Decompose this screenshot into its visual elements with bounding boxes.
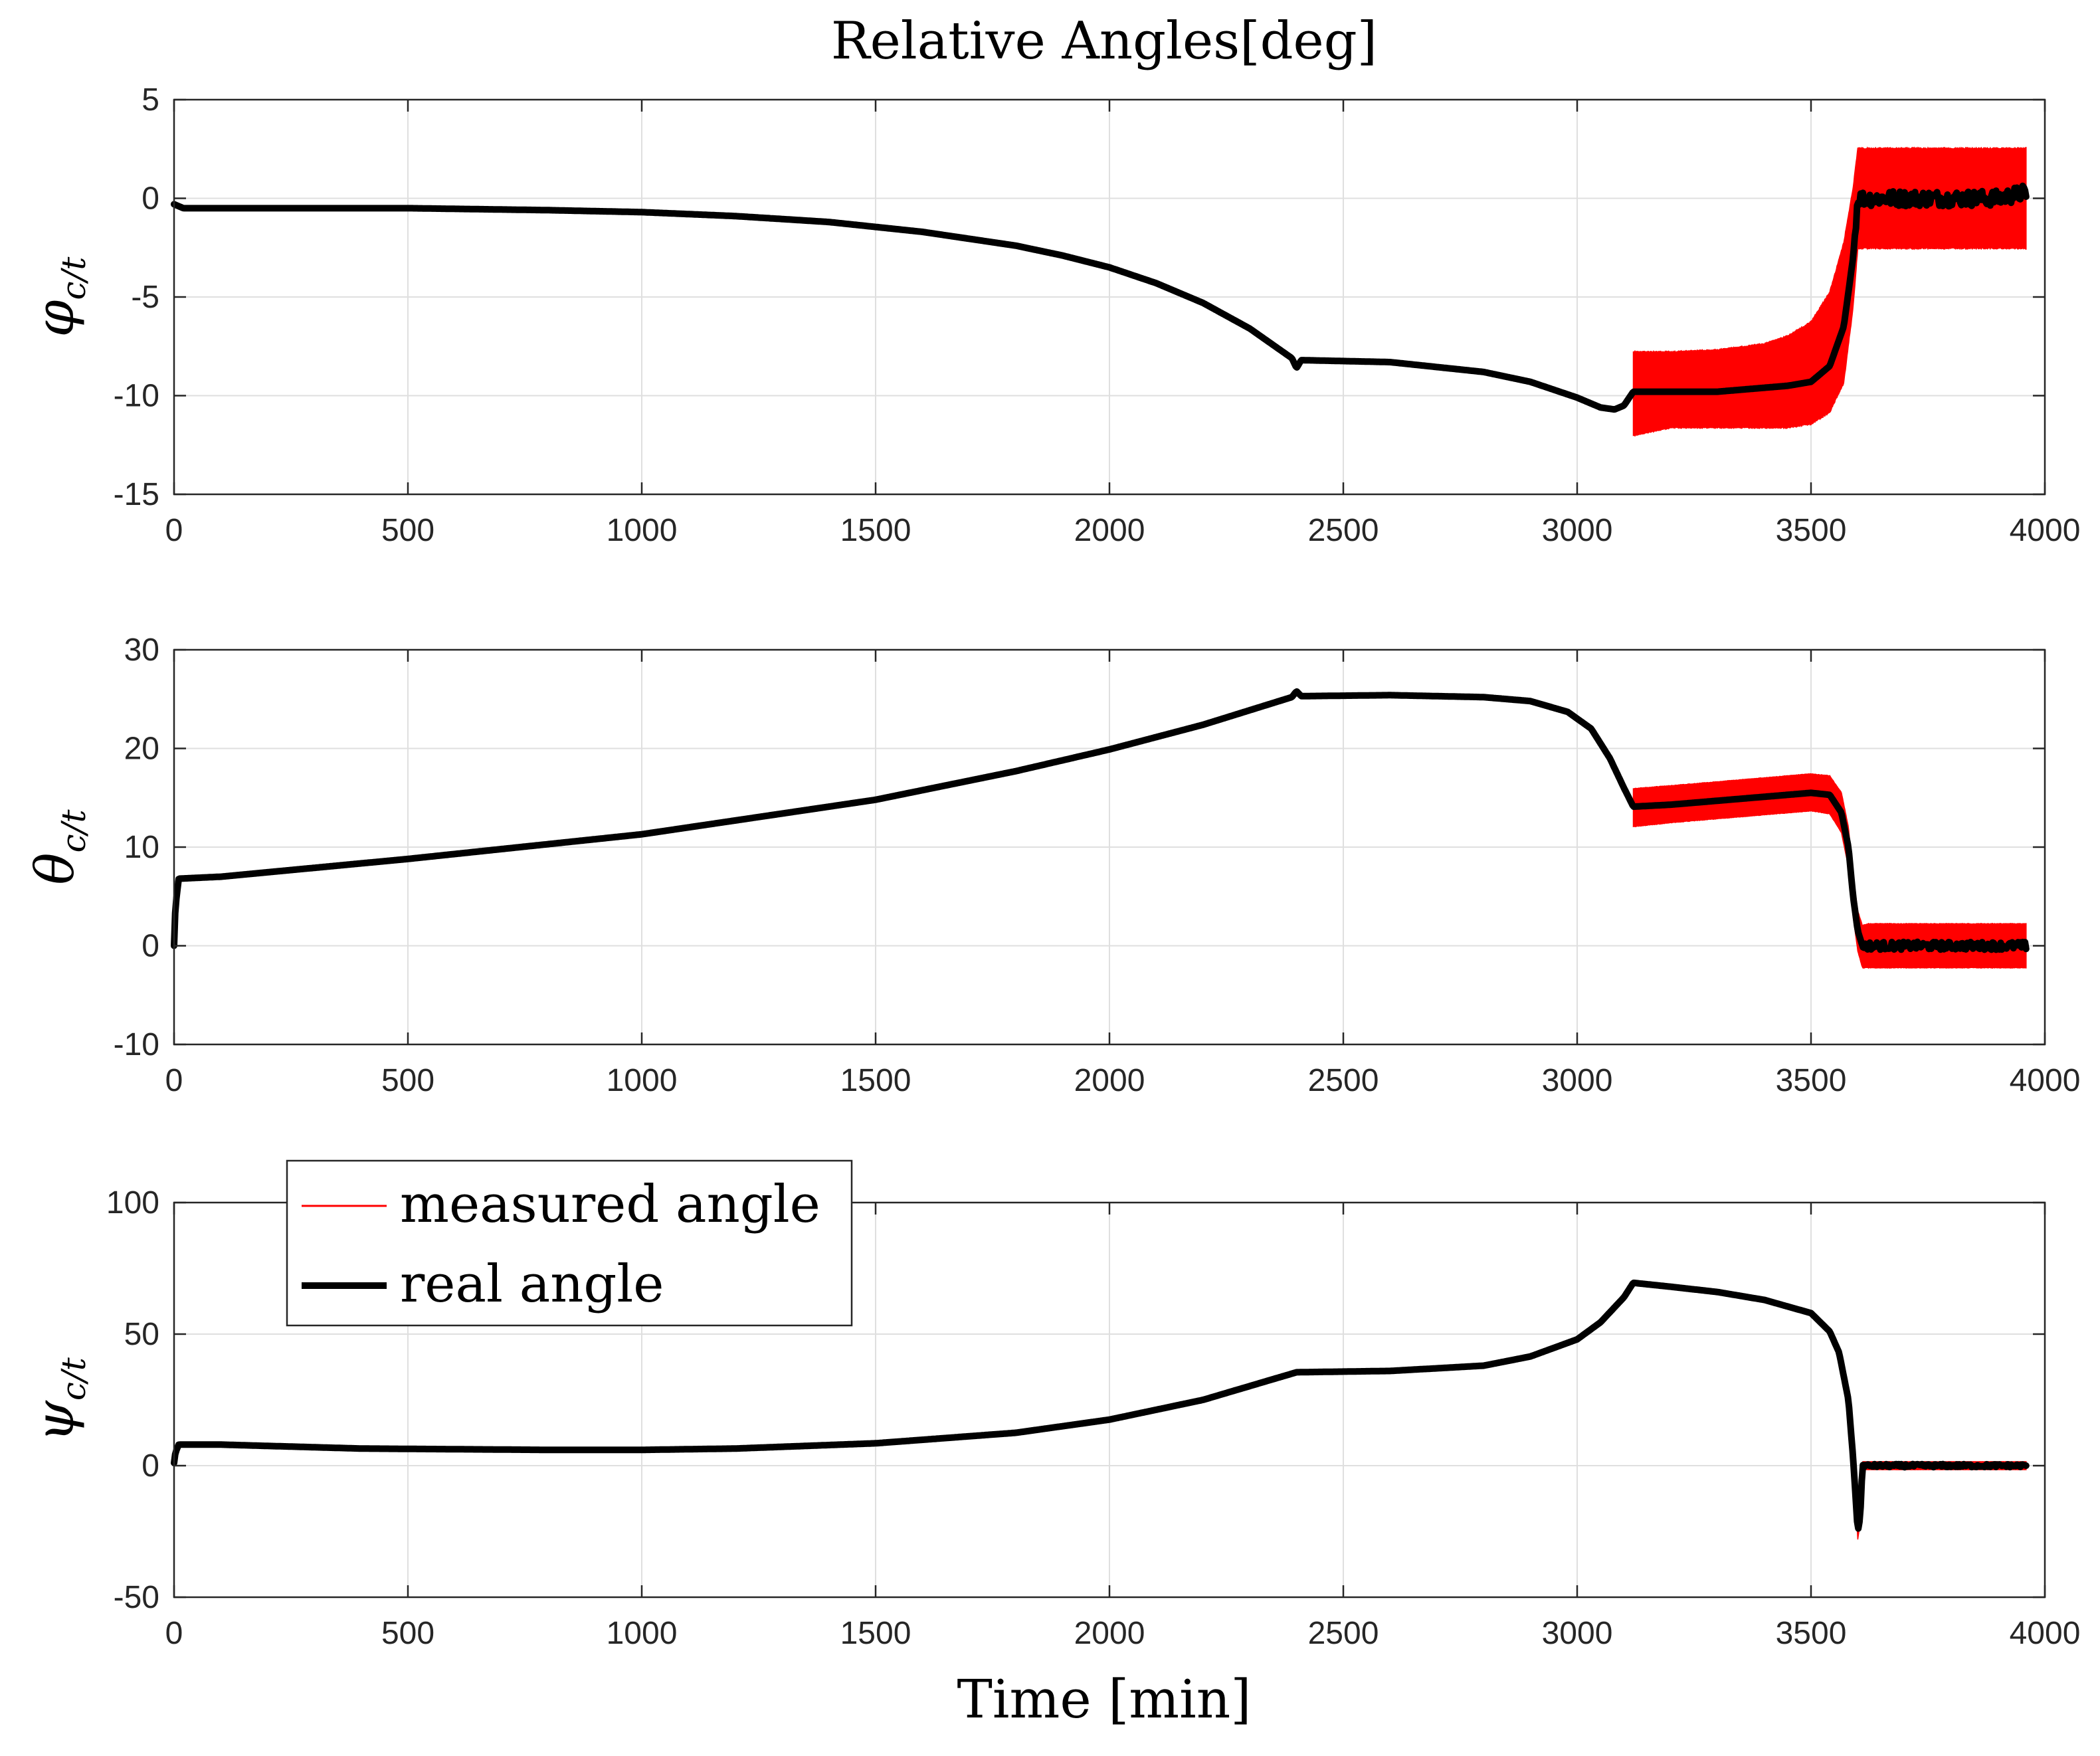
x-tick-label: 1000 <box>607 1616 678 1651</box>
x-tick-label: 1500 <box>840 1063 911 1098</box>
x-tick-label: 1500 <box>840 1616 911 1651</box>
chart-title: Relative Angles[deg] <box>831 11 1377 71</box>
y-tick-label: 10 <box>124 830 159 865</box>
x-tick-label: 3000 <box>1542 1063 1613 1098</box>
y-tick-label: 5 <box>142 82 159 118</box>
y-tick-label: -10 <box>114 379 159 414</box>
subplot-theta: 0 500 1000 1500 2000 2500 3000 3500 4000-1001020… <box>24 633 2080 1098</box>
x-tick-label: 3000 <box>1542 1616 1613 1651</box>
subplot-psi: 0 500 1000 1500 2000 2500 3000 3500 4000-5005010… <box>24 1185 2080 1651</box>
y-axis-label-symbol: ψ <box>24 1400 86 1442</box>
x-tick-label: 500 <box>381 1616 434 1651</box>
y-tick-label: 0 <box>142 1448 159 1484</box>
y-tick-label: 100 <box>106 1185 159 1220</box>
y-tick-label: -50 <box>114 1580 159 1615</box>
legend-measured-label: measured angle <box>400 1175 820 1234</box>
y-tick-label: -5 <box>131 280 159 315</box>
x-tick-label: 2000 <box>1074 513 1145 548</box>
x-tick-label: 1000 <box>607 513 678 548</box>
real-angle-line-theta <box>171 688 2030 953</box>
y-tick-label: -15 <box>114 477 159 512</box>
y-tick-label: 20 <box>124 732 159 767</box>
x-tick-label: 4000 <box>2010 1063 2081 1098</box>
legend: measured angle real angle <box>286 1159 853 1327</box>
measured-angle-band-phi <box>1632 146 2027 437</box>
y-axis-label-symbol: φ <box>24 300 86 337</box>
x-tick-label: 500 <box>381 513 434 548</box>
x-tick-label: 1500 <box>840 513 911 548</box>
y-tick-label: -10 <box>114 1027 159 1062</box>
y-tick-label: 0 <box>142 929 159 964</box>
x-tick-label: 2500 <box>1308 1616 1379 1651</box>
y-tick-label: 0 <box>142 181 159 217</box>
y-tick-label: 30 <box>124 633 159 668</box>
x-tick-label: 0 <box>165 1616 183 1651</box>
y-tick-label: 50 <box>124 1317 159 1352</box>
y-axis-label-subscript: c/t <box>54 809 93 853</box>
y-axis-label-psi: ψc/t <box>24 1357 93 1442</box>
x-tick-label: 3000 <box>1542 513 1613 548</box>
legend-box <box>286 1159 853 1327</box>
x-tick-label: 2000 <box>1074 1616 1145 1651</box>
real-angle-line-psi <box>171 1279 2030 1532</box>
x-axis-label: Time [min] <box>957 1668 1252 1730</box>
y-axis-label-symbol: θ <box>24 852 86 884</box>
real-angle-line-phi <box>171 182 2030 413</box>
x-tick-label: 2000 <box>1074 1063 1145 1098</box>
x-tick-label: 0 <box>165 513 183 548</box>
y-axis-label-subscript: c/t <box>54 1357 93 1401</box>
subplot-panels: 0 500 1000 1500 2000 2500 3000 3500 4000-15-10-5… <box>24 82 2080 1651</box>
x-tick-label: 2500 <box>1308 513 1379 548</box>
y-axis-label-theta: θc/t <box>24 809 93 885</box>
x-tick-label: 3500 <box>1776 1063 1847 1098</box>
x-tick-label: 1000 <box>607 1063 678 1098</box>
x-tick-label: 2500 <box>1308 1063 1379 1098</box>
subplot-phi: 0 500 1000 1500 2000 2500 3000 3500 4000 -15 -10 -5… <box>24 82 2080 548</box>
x-tick-label: 4000 <box>2010 513 2081 548</box>
y-axis-label-subscript: c/t <box>54 256 93 300</box>
y-axis-label-phi: φc/t <box>24 256 93 338</box>
x-tick-label: 500 <box>381 1063 434 1098</box>
x-tick-label: 3500 <box>1776 1616 1847 1651</box>
x-tick-label: 0 <box>165 1063 183 1098</box>
legend-real-label: real angle <box>400 1254 664 1314</box>
x-tick-label: 3500 <box>1776 513 1847 548</box>
x-tick-label: 4000 <box>2010 1616 2081 1651</box>
